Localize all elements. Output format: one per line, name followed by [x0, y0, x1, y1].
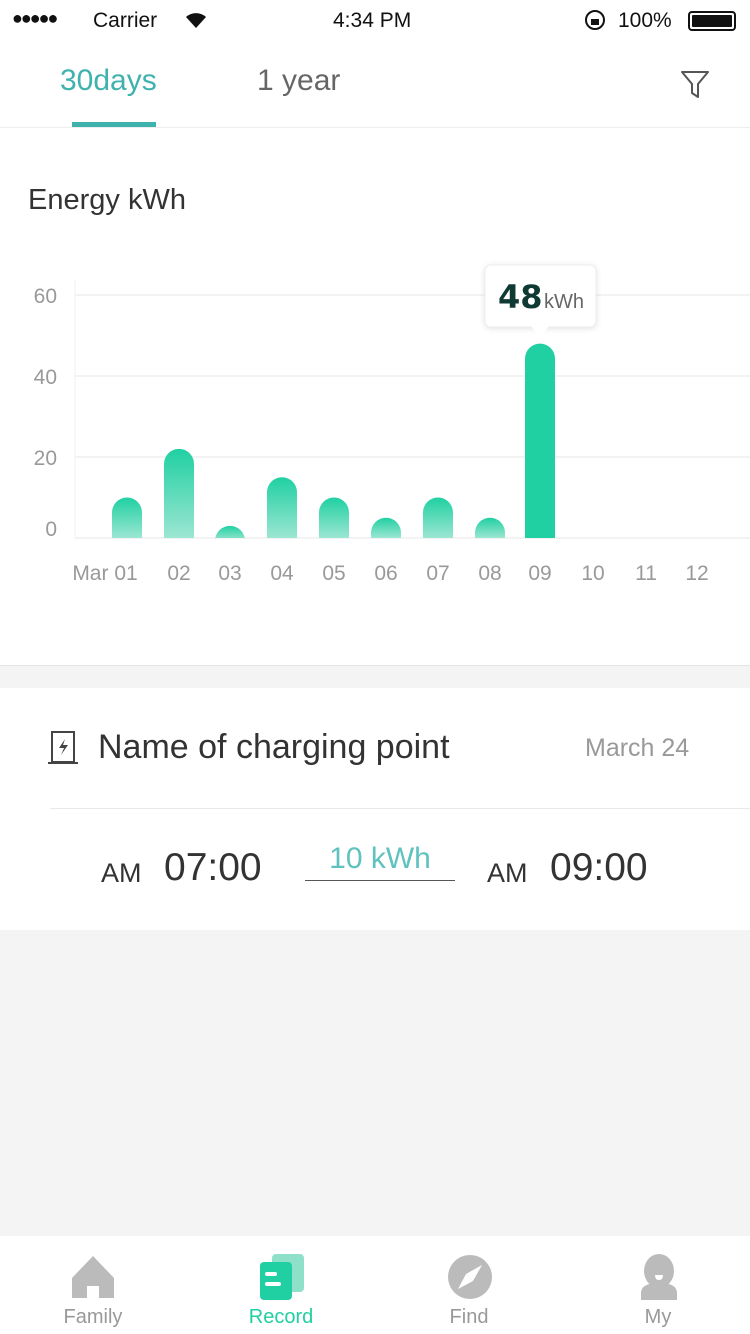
rotation-lock-icon	[585, 10, 605, 30]
wifi-icon	[186, 13, 206, 28]
charging-point-icon	[48, 731, 78, 764]
end-time: 09:00	[550, 846, 648, 889]
session-energy: 10 kWh	[305, 842, 455, 881]
status-bar: ●●●●● Carrier 4:34 PM 100%	[0, 0, 750, 40]
user-icon	[641, 1254, 677, 1300]
bar-04[interactable]	[267, 477, 297, 538]
y-tick-label: 20	[34, 447, 57, 470]
bar-05[interactable]	[319, 497, 349, 538]
charging-session-card[interactable]: Name of charging point March 24 AM 07:00…	[0, 688, 750, 930]
charging-point-name: Name of charging point	[98, 728, 450, 766]
bar-03[interactable]	[215, 525, 245, 541]
tab-30days[interactable]: 30days	[60, 64, 157, 97]
x-tick-label: 06	[374, 562, 397, 585]
x-tick-label: 09	[528, 562, 551, 585]
tooltip-unit: kWh	[544, 291, 584, 313]
nav-label: My	[644, 1306, 672, 1328]
bar-08[interactable]	[475, 517, 505, 538]
carrier: Carrier	[93, 9, 158, 32]
record-icon	[260, 1254, 304, 1300]
clock: 4:34 PM	[333, 9, 412, 32]
x-tick-label: 07	[426, 562, 449, 585]
chart-title: Energy kWh	[28, 184, 186, 216]
energy-chart-card: Energy kWh 0 20 40 60 Mar 01 02 03 04 05 06 07 08 09…	[0, 128, 750, 666]
period-tabs: 30days 1 year	[0, 40, 750, 128]
filter-icon[interactable]	[679, 68, 711, 100]
bar-06[interactable]	[371, 517, 401, 538]
y-tick-label: 60	[34, 285, 57, 308]
nav-find[interactable]: Find	[409, 1236, 529, 1334]
end-period: AM	[487, 858, 528, 888]
nav-record[interactable]: Record	[221, 1236, 341, 1334]
y-tick-label: 0	[45, 518, 57, 541]
bar-tooltip: 48 kWh	[484, 264, 597, 338]
x-tick-label: Mar 01	[72, 562, 137, 585]
x-tick-label: 03	[218, 562, 241, 585]
tab-indicator	[72, 122, 156, 127]
nav-family[interactable]: Family	[33, 1236, 153, 1334]
bar-09[interactable]	[525, 343, 555, 538]
y-tick-label: 40	[34, 366, 57, 389]
energy-bar-chart: 0 20 40 60 Mar 01 02 03 04 05 06 07 08 09 48 kWh 10 11 12	[34, 264, 750, 585]
x-tick-label: 08	[478, 562, 501, 585]
battery-percent: 100%	[618, 9, 672, 32]
signal-icon: ●●●●●	[12, 8, 58, 28]
nav-label: Record	[248, 1306, 314, 1328]
start-period: AM	[101, 858, 142, 888]
x-tick-label: 10	[581, 562, 604, 585]
nav-my[interactable]: My	[598, 1236, 718, 1334]
tooltip-value: 48	[498, 278, 543, 316]
x-tick-label: 12	[685, 562, 708, 585]
x-tick-label: 05	[322, 562, 345, 585]
tab-1year[interactable]: 1 year	[257, 64, 341, 97]
x-tick-label: 04	[270, 562, 294, 585]
bar-02[interactable]	[164, 448, 194, 538]
start-time: 07:00	[164, 846, 262, 889]
battery-icon	[688, 11, 736, 31]
x-tick-label: 11	[635, 562, 657, 585]
bottom-nav: Family Record Find My	[0, 1236, 750, 1334]
x-tick-label: 02	[167, 562, 190, 585]
bar-07[interactable]	[423, 497, 453, 538]
compass-icon	[448, 1255, 492, 1299]
divider	[50, 808, 750, 809]
nav-label: Find	[449, 1306, 489, 1328]
nav-label: Family	[63, 1306, 123, 1328]
bar-mar-01[interactable]	[112, 497, 142, 538]
session-date: March 24	[585, 734, 690, 762]
home-icon	[72, 1256, 114, 1298]
